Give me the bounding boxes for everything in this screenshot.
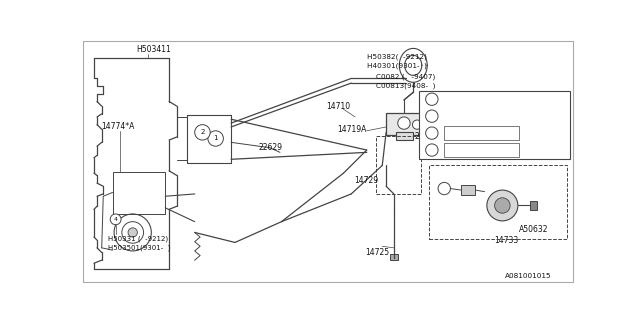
Text: 2: 2 xyxy=(200,129,205,135)
Text: D91005: D91005 xyxy=(446,112,476,121)
Circle shape xyxy=(195,124,210,140)
Text: 4: 4 xyxy=(114,217,118,222)
FancyBboxPatch shape xyxy=(444,143,520,157)
Circle shape xyxy=(426,93,438,105)
Bar xyxy=(390,254,397,260)
Text: 3: 3 xyxy=(429,130,434,136)
Text: H40301(9301-  ): H40301(9301- ) xyxy=(367,63,427,69)
Circle shape xyxy=(397,117,410,129)
Text: 1: 1 xyxy=(213,135,218,141)
Text: 14733: 14733 xyxy=(495,236,519,244)
Text: 14725: 14725 xyxy=(365,248,389,257)
Bar xyxy=(429,165,566,239)
Text: 4: 4 xyxy=(429,147,434,153)
Bar xyxy=(113,172,165,214)
Bar xyxy=(396,132,413,140)
Bar xyxy=(376,136,421,194)
Text: 24027: 24027 xyxy=(433,105,458,114)
Text: 14710: 14710 xyxy=(326,102,351,111)
Bar xyxy=(529,201,537,210)
Circle shape xyxy=(426,110,438,122)
Text: 14719A: 14719A xyxy=(337,125,367,134)
Text: A081001015: A081001015 xyxy=(505,273,551,278)
Text: C00813(9408-  ): C00813(9408- ) xyxy=(376,82,435,89)
Text: 14729: 14729 xyxy=(355,176,378,185)
Text: A50632: A50632 xyxy=(520,225,549,234)
Text: H50331 (  -9212): H50331 ( -9212) xyxy=(108,235,168,242)
Text: °01130616A(1 ): °01130616A(1 ) xyxy=(447,130,504,137)
Bar xyxy=(386,113,429,135)
Text: °01040816G(1 ): °01040816G(1 ) xyxy=(447,147,504,154)
Circle shape xyxy=(495,198,510,213)
Circle shape xyxy=(438,182,451,195)
Text: 11024: 11024 xyxy=(446,95,470,104)
Circle shape xyxy=(426,127,438,139)
Text: 2: 2 xyxy=(429,113,434,119)
Bar xyxy=(419,91,570,158)
FancyBboxPatch shape xyxy=(444,126,520,140)
Circle shape xyxy=(426,144,438,156)
Text: H503501(9301-  ): H503501(9301- ) xyxy=(108,244,170,251)
Circle shape xyxy=(208,131,223,146)
Circle shape xyxy=(487,190,518,221)
Text: 14774*A: 14774*A xyxy=(102,123,135,132)
Text: 14734: 14734 xyxy=(476,112,499,121)
Text: 22629: 22629 xyxy=(259,143,282,152)
Text: C0082 (   -9407): C0082 ( -9407) xyxy=(376,74,435,80)
Circle shape xyxy=(412,120,422,129)
Text: 1: 1 xyxy=(429,96,434,102)
Text: H50382(  -9212): H50382( -9212) xyxy=(367,54,427,60)
Text: H503411: H503411 xyxy=(136,45,170,54)
Circle shape xyxy=(110,214,121,225)
Bar xyxy=(461,186,476,195)
Circle shape xyxy=(128,228,138,237)
Text: 24025: 24025 xyxy=(415,132,439,141)
Text: 3: 3 xyxy=(442,186,446,191)
Circle shape xyxy=(435,116,441,122)
